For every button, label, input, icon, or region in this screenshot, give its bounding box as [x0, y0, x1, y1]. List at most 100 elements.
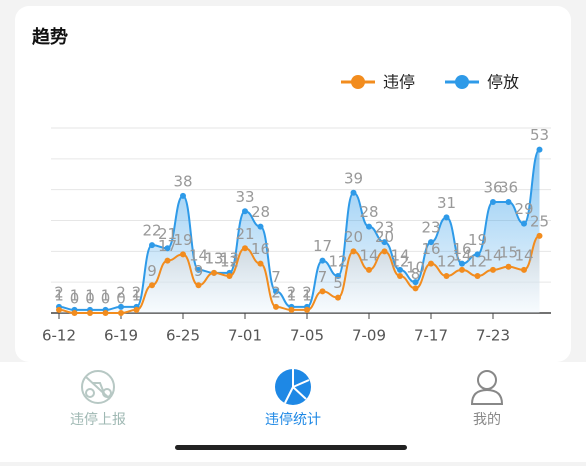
data-label: 25: [530, 212, 549, 230]
data-label: 36: [499, 179, 518, 197]
data-label: 39: [344, 169, 363, 187]
data-point: [102, 310, 109, 316]
data-label: 0: [116, 290, 126, 308]
data-point: [257, 260, 264, 267]
data-label: 1: [132, 286, 142, 304]
data-point: [397, 266, 403, 273]
data-point: [505, 199, 512, 205]
legend-dot: [455, 75, 469, 89]
data-label: 16: [251, 240, 270, 258]
data-label: 28: [359, 203, 378, 221]
data-point: [304, 306, 310, 313]
chart: 趋势 6-12 6-19 6-25 7-01 7-05 7-09 7-17 7-232 1 1 1 2…: [32, 26, 551, 345]
data-point: [319, 288, 326, 295]
data-point: [521, 266, 527, 273]
data-label: 12: [390, 253, 409, 271]
x-tick-label: 7-17: [414, 327, 448, 345]
data-point: [397, 273, 403, 279]
data-label: 7: [271, 268, 281, 286]
nav-label[interactable]: 违停上报: [70, 411, 126, 428]
data-point: [288, 306, 295, 313]
data-label: 9: [194, 262, 204, 280]
data-label: 20: [344, 228, 363, 246]
nav-bar: 违停上报 违停统计 我的: [70, 369, 504, 450]
data-point: [226, 273, 233, 279]
legend-label: 停放: [487, 73, 519, 92]
data-label: 12: [220, 253, 239, 271]
data-label: 31: [437, 194, 456, 212]
x-tick-label: 7-09: [352, 327, 386, 345]
data-label: 23: [375, 219, 394, 237]
nav-label[interactable]: 违停统计: [265, 411, 321, 428]
data-label: 12: [328, 253, 347, 271]
data-label: 1: [54, 286, 64, 304]
x-tick-label: 7-01: [228, 327, 262, 345]
data-point: [319, 257, 326, 264]
data-point: [118, 310, 124, 316]
data-label: 0: [101, 290, 111, 308]
data-point: [412, 285, 419, 292]
stats-icon: [275, 369, 311, 405]
data-label: 16: [452, 240, 471, 258]
data-label: 12: [468, 253, 487, 271]
data-label: 1: [302, 286, 312, 304]
data-label: 2: [302, 283, 312, 301]
data-point: [381, 248, 388, 255]
data-point: [195, 266, 202, 273]
data-point: [211, 269, 217, 276]
data-point: [474, 251, 481, 258]
data-label: 0: [70, 290, 80, 308]
data-point: [459, 266, 465, 273]
data-point: [428, 239, 434, 246]
data-label: 14: [483, 246, 502, 264]
data-point: [273, 288, 279, 295]
data-label: 33: [235, 188, 254, 206]
trend-card: 趋势 6-12 6-19 6-25 7-01 7-05 7-09 7-17 7-23 2 1 1 1 2…: [15, 6, 571, 362]
data-label: 21: [235, 225, 254, 243]
data-label: 21: [158, 225, 177, 243]
data-label: 0: [85, 290, 95, 308]
report-icon: [81, 370, 115, 404]
data-point: [335, 273, 341, 279]
data-label: 7: [318, 268, 328, 286]
data-label: 2: [132, 283, 142, 301]
data-point: [505, 263, 512, 270]
data-label: 1: [85, 286, 95, 304]
data-point: [257, 223, 264, 230]
data-label: 17: [313, 237, 332, 255]
data-point: [412, 279, 419, 286]
data-point: [366, 266, 372, 273]
nav-label[interactable]: 我的: [473, 412, 501, 428]
data-label: 13: [204, 249, 223, 267]
data-label: 9: [147, 262, 157, 280]
data-point: [350, 248, 357, 255]
data-point: [521, 220, 527, 227]
data-point: [490, 266, 496, 273]
data-point: [87, 310, 93, 316]
x-tick-label: 6-12: [42, 327, 76, 345]
data-label: 8: [411, 265, 421, 283]
data-label: 19: [173, 231, 192, 249]
data-label: 13: [220, 249, 239, 267]
data-label: 10: [406, 259, 425, 277]
data-label: 29: [514, 200, 533, 218]
data-point: [242, 245, 248, 252]
data-point: [164, 257, 171, 264]
data-point: [164, 245, 171, 252]
data-label: 1: [101, 286, 111, 304]
data-point: [350, 189, 357, 196]
data-label: 23: [421, 219, 440, 237]
data-label: 12: [437, 253, 456, 271]
data-label: 2: [116, 283, 126, 301]
data-label: 13: [204, 249, 223, 267]
data-label: 19: [468, 231, 487, 249]
x-tick-label: 6-25: [166, 327, 200, 345]
data-label: 2: [54, 283, 64, 301]
data-point: [490, 199, 496, 205]
data-point: [195, 282, 202, 289]
data-point: [180, 192, 186, 199]
data-label: 1: [287, 286, 297, 304]
data-label: 38: [173, 172, 192, 190]
data-point: [56, 306, 62, 313]
